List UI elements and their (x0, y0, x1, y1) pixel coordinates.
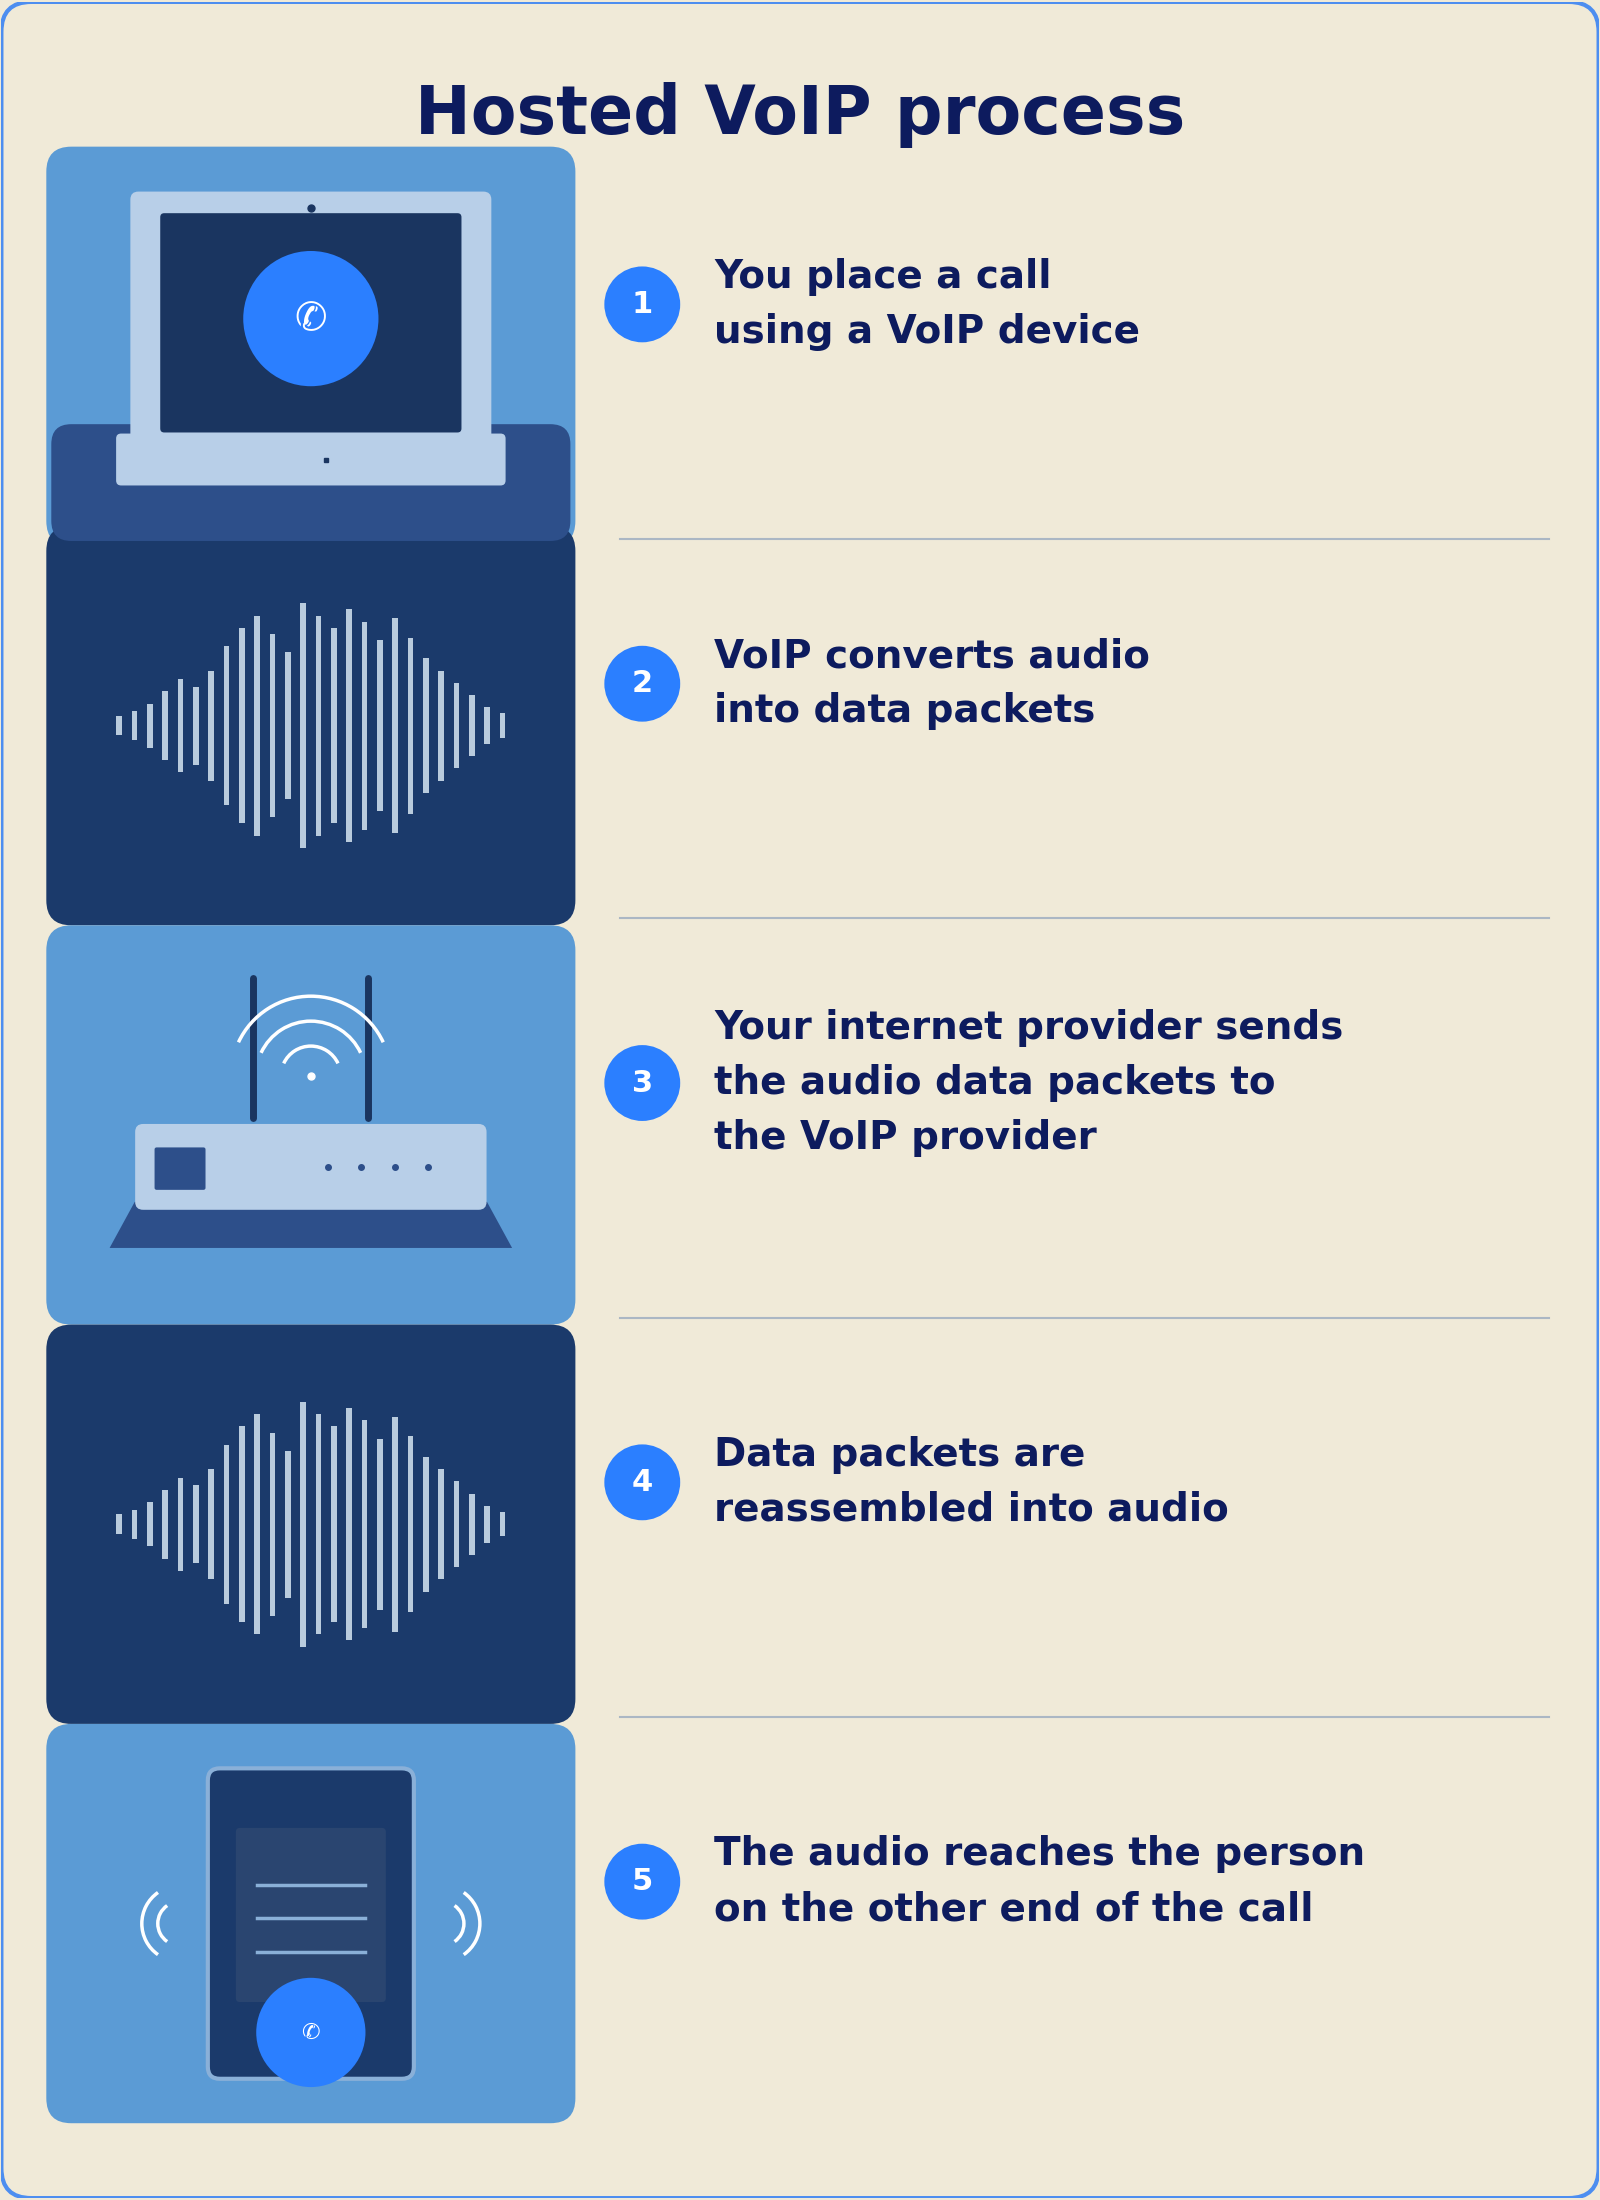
Bar (499, 1511, 506, 1536)
FancyBboxPatch shape (51, 425, 570, 541)
Circle shape (605, 1045, 680, 1122)
Text: on the other end of the call: on the other end of the call (714, 1890, 1314, 1927)
Bar (346, 1408, 352, 1641)
Circle shape (605, 1445, 680, 1520)
Bar (392, 618, 398, 834)
Bar (408, 638, 413, 814)
Bar (254, 1415, 259, 1635)
Bar (162, 691, 168, 759)
Bar (224, 1445, 229, 1604)
Bar (208, 671, 214, 781)
Text: 5: 5 (632, 1868, 653, 1896)
Bar (270, 634, 275, 818)
Bar (454, 682, 459, 768)
FancyBboxPatch shape (117, 433, 506, 486)
Text: ✆: ✆ (294, 299, 326, 337)
Circle shape (605, 266, 680, 343)
Text: the VoIP provider: the VoIP provider (714, 1120, 1098, 1157)
Circle shape (243, 251, 379, 387)
Text: Data packets are: Data packets are (714, 1437, 1085, 1474)
Bar (285, 1450, 291, 1597)
Bar (499, 713, 506, 737)
FancyBboxPatch shape (46, 1324, 576, 1725)
Bar (331, 1426, 336, 1621)
Bar (438, 671, 443, 781)
Bar (331, 627, 336, 823)
FancyBboxPatch shape (130, 191, 491, 460)
Text: VoIP converts audio: VoIP converts audio (714, 638, 1150, 675)
Bar (485, 708, 490, 744)
Bar (438, 1470, 443, 1580)
Bar (362, 623, 368, 829)
Bar (208, 1470, 214, 1580)
Bar (117, 715, 122, 735)
FancyBboxPatch shape (46, 147, 576, 546)
FancyBboxPatch shape (208, 1769, 414, 2079)
Bar (178, 1478, 184, 1571)
Bar (285, 651, 291, 799)
Bar (485, 1507, 490, 1542)
FancyBboxPatch shape (160, 213, 461, 433)
Bar (469, 695, 475, 757)
FancyBboxPatch shape (46, 926, 576, 1324)
Bar (422, 1456, 429, 1591)
Text: Your internet provider sends: Your internet provider sends (714, 1010, 1344, 1047)
FancyBboxPatch shape (235, 1828, 386, 2002)
Bar (422, 658, 429, 792)
Circle shape (605, 647, 680, 722)
Bar (131, 1509, 138, 1540)
Text: 2: 2 (632, 669, 653, 697)
Text: into data packets: into data packets (714, 693, 1096, 730)
Bar (117, 1514, 122, 1533)
FancyBboxPatch shape (46, 526, 576, 926)
FancyBboxPatch shape (46, 1725, 576, 2123)
Text: ✆: ✆ (301, 2022, 320, 2042)
Bar (392, 1417, 398, 1632)
Text: the audio data packets to: the audio data packets to (714, 1065, 1275, 1102)
Text: reassembled into audio: reassembled into audio (714, 1492, 1229, 1529)
Bar (301, 1401, 306, 1646)
Bar (224, 647, 229, 805)
Bar (178, 680, 184, 772)
Bar (301, 603, 306, 847)
Polygon shape (110, 1201, 512, 1247)
FancyBboxPatch shape (134, 1124, 486, 1210)
Bar (378, 1439, 382, 1610)
Bar (147, 1503, 152, 1547)
Text: Hosted VoIP process: Hosted VoIP process (414, 81, 1186, 147)
Text: using a VoIP device: using a VoIP device (714, 312, 1141, 350)
Bar (378, 640, 382, 812)
Bar (270, 1432, 275, 1617)
Bar (194, 686, 198, 766)
Bar (147, 704, 152, 748)
Bar (254, 616, 259, 836)
Text: 1: 1 (632, 290, 653, 319)
Bar (469, 1494, 475, 1555)
Text: The audio reaches the person: The audio reaches the person (714, 1835, 1365, 1872)
Bar (131, 711, 138, 741)
Bar (346, 609, 352, 843)
Text: 4: 4 (632, 1467, 653, 1496)
Bar (315, 616, 322, 836)
FancyBboxPatch shape (155, 1148, 205, 1190)
Bar (454, 1481, 459, 1566)
Bar (408, 1437, 413, 1613)
Bar (362, 1421, 368, 1628)
Bar (162, 1489, 168, 1558)
Bar (238, 627, 245, 823)
Text: You place a call: You place a call (714, 257, 1051, 297)
Bar (238, 1426, 245, 1621)
Bar (315, 1415, 322, 1635)
Text: 3: 3 (632, 1069, 653, 1098)
Circle shape (605, 1844, 680, 1921)
Bar (194, 1485, 198, 1564)
Circle shape (256, 1978, 365, 2088)
